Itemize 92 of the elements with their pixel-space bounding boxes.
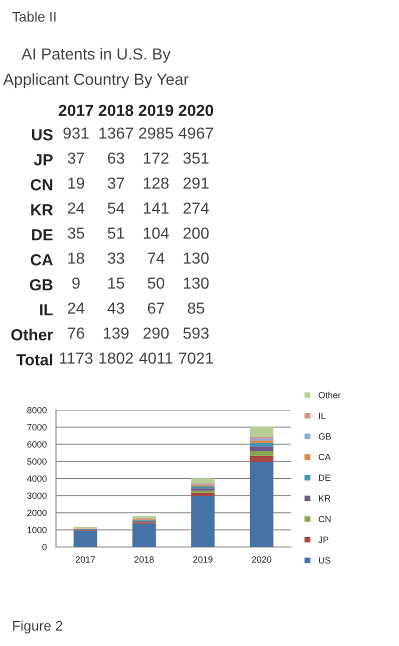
data-label: 291 [183, 177, 209, 189]
data-label: 18 [68, 252, 84, 264]
caption: Figure 2 [13, 620, 62, 634]
y-tick-label: 0 [42, 544, 47, 550]
legend-label: CN [318, 516, 331, 522]
data-label: 67 [148, 302, 164, 314]
x-tick-label: 2017 [58, 104, 94, 116]
y-tick-label: 8000 [27, 406, 47, 414]
y-tick-label: 4000 [27, 475, 47, 482]
data-label: 593 [183, 327, 209, 339]
data-label: 33 [108, 252, 124, 264]
y-tick-label: DE [32, 229, 53, 240]
data-label: 130 [184, 277, 209, 289]
data-label: 4011 [139, 352, 172, 364]
legend-label: US [318, 557, 330, 564]
bar [74, 531, 98, 547]
legend-label: Other [318, 392, 341, 398]
data-label: 1173 [60, 352, 92, 364]
x-tick-label: 2019 [193, 556, 212, 563]
y-tick-label: JP [34, 154, 53, 166]
data-label: 351 [183, 152, 209, 164]
y-tick-label: Other [11, 328, 53, 340]
x-tick-label: 2020 [178, 104, 214, 116]
bar [191, 478, 215, 484]
legend-label: JP [318, 536, 328, 543]
data-label: 74 [148, 252, 164, 264]
data-label: 1802 [99, 352, 133, 364]
y-tick-label: CA [30, 254, 53, 266]
y-tick-label: GB [30, 279, 52, 290]
data-label: 24 [68, 302, 84, 314]
data-label: 172 [144, 152, 169, 164]
legend-label: GB [318, 433, 331, 440]
x-tick-label: 2020 [252, 556, 272, 563]
y-tick-label: US [32, 129, 53, 140]
bar [250, 462, 274, 547]
data-label: 76 [68, 327, 84, 339]
bar [250, 446, 274, 451]
data-label: 931 [63, 127, 89, 139]
bar [191, 496, 215, 547]
bar [250, 450, 274, 456]
data-label: 43 [107, 302, 124, 314]
legend-label: KR [319, 495, 330, 502]
bar [132, 524, 156, 547]
data-label: 37 [68, 152, 84, 164]
data-label: 15 [108, 278, 124, 289]
data-label: 2985 [139, 127, 174, 139]
data-label: 35 [68, 227, 84, 239]
x-tick-label: 2018 [98, 104, 134, 116]
data-label: 37 [108, 177, 124, 189]
bar [250, 438, 274, 441]
data-label: 50 [148, 277, 164, 289]
y-tick-label: 2000 [27, 510, 47, 516]
y-tick-label: 3000 [27, 492, 47, 499]
data-label: 290 [143, 327, 169, 339]
bar [250, 456, 274, 462]
y-tick-label: IL [40, 304, 53, 316]
y-tick-label: 1000 [28, 526, 47, 534]
y-tick-label: 6000 [27, 441, 47, 448]
data-label: 19 [68, 177, 84, 189]
bar [250, 426, 274, 437]
y-tick-label: 5000 [27, 458, 47, 465]
bar [191, 492, 215, 496]
data-label: 51 [108, 228, 124, 239]
x-tick-label: 2018 [134, 556, 154, 563]
data-label: 4967 [178, 127, 213, 139]
y-tick-label: CN [30, 179, 52, 190]
data-label: 9 [72, 277, 80, 289]
legend-label: CA [318, 454, 331, 460]
legend-label: IL [319, 412, 326, 419]
data-label: 7021 [179, 352, 213, 364]
bar [132, 516, 156, 519]
data-label: 141 [144, 202, 169, 214]
data-label: 63 [108, 152, 124, 164]
data-label: 54 [108, 202, 124, 214]
data-label: 104 [144, 227, 169, 239]
y-tick-label: Total [16, 354, 52, 366]
x-tick-label: 2017 [76, 556, 95, 563]
legend-label: DE [319, 474, 330, 481]
data-label: 128 [144, 177, 169, 189]
y-tick-label: 7000 [27, 424, 47, 430]
text: Table II [12, 12, 56, 22]
data-label: 1367 [99, 127, 133, 139]
data-label: 200 [183, 227, 209, 239]
data-label: 85 [188, 302, 204, 314]
chart-title: AI Patents in U.S. By Applicant Country By Year [3, 48, 189, 88]
x-tick-label: 2019 [138, 104, 174, 116]
data-label: 274 [183, 202, 209, 214]
y-tick-label: KR [31, 204, 53, 216]
data-label: 139 [104, 327, 129, 339]
bar [250, 442, 274, 446]
data-label: 24 [68, 202, 84, 214]
data-label: 130 [184, 252, 209, 264]
